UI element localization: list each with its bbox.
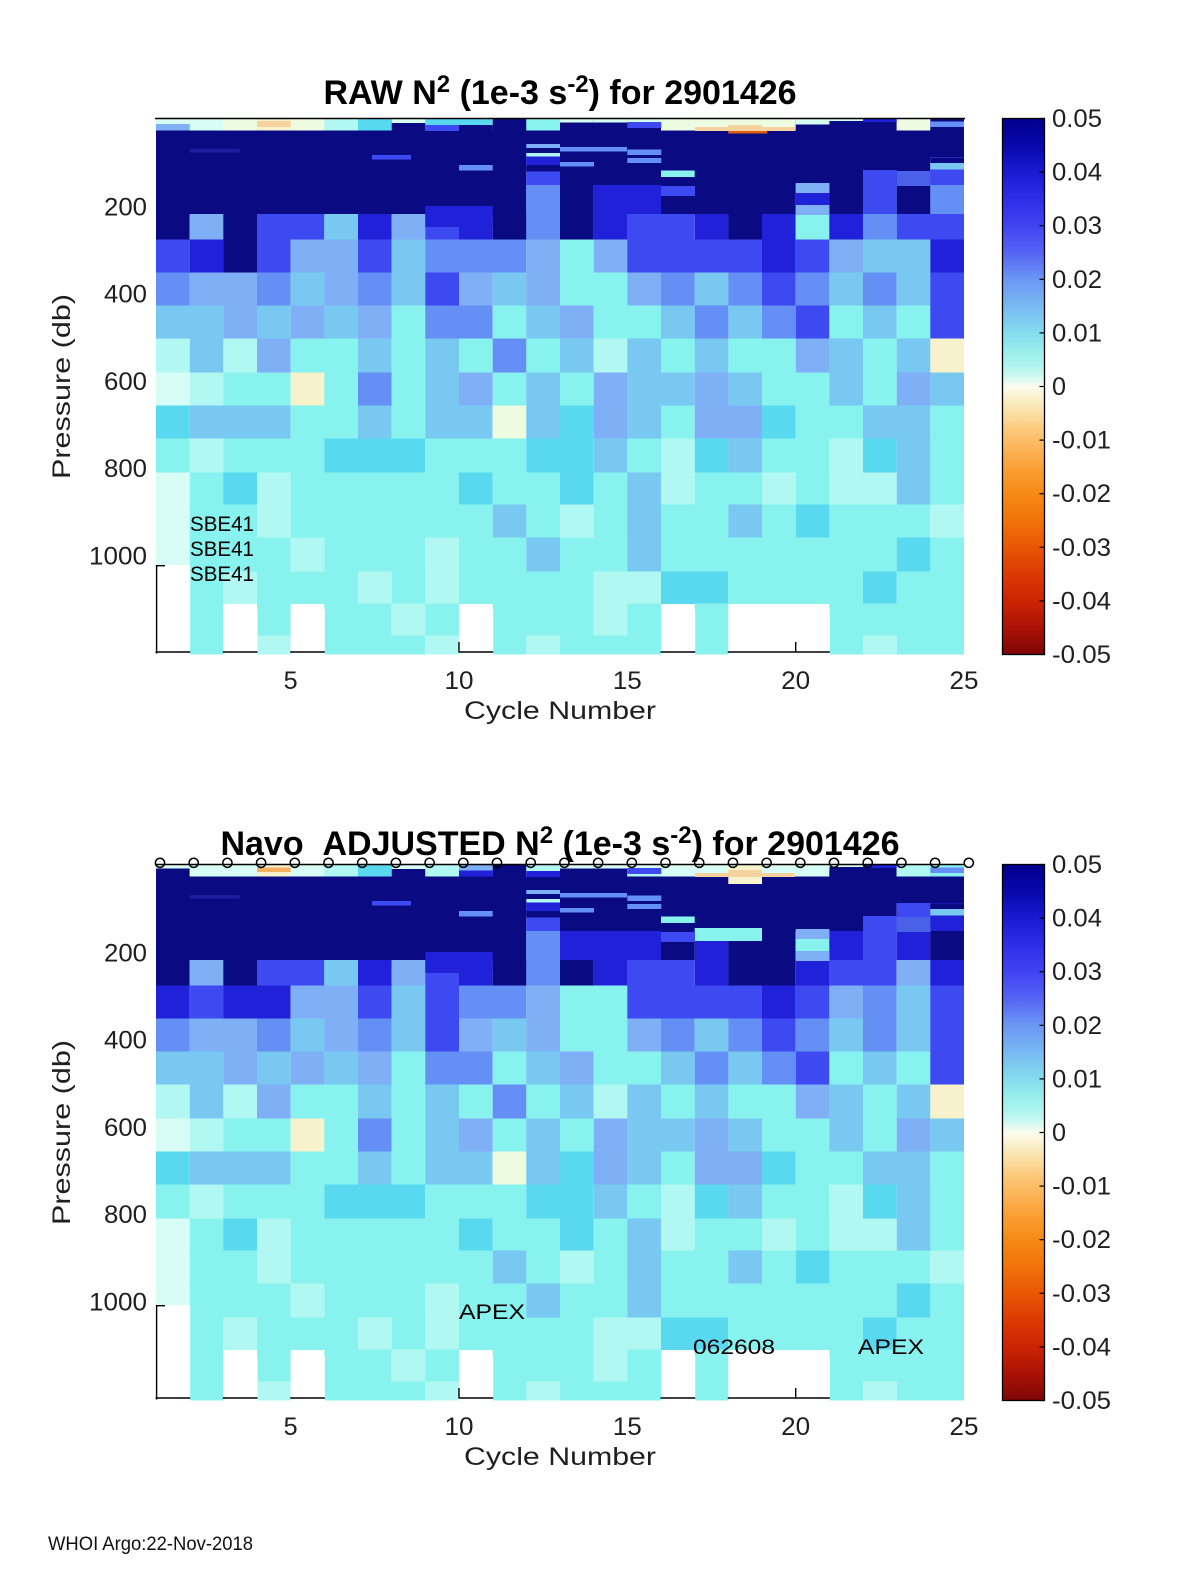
svg-text:600: 600 xyxy=(104,368,147,396)
svg-text:0.01: 0.01 xyxy=(1052,319,1102,347)
svg-text:-0.02: -0.02 xyxy=(1052,480,1111,508)
svg-text:200: 200 xyxy=(104,193,147,221)
svg-text:RAW N2 (1e-3 s-2) for 2901426: RAW N2 (1e-3 s-2) for 2901426 xyxy=(323,71,796,112)
svg-text:0.02: 0.02 xyxy=(1052,266,1102,294)
svg-text:0.04: 0.04 xyxy=(1052,159,1102,187)
svg-text:800: 800 xyxy=(104,1201,147,1229)
svg-text:0.04: 0.04 xyxy=(1052,905,1102,933)
svg-text:-0.01: -0.01 xyxy=(1052,427,1111,455)
svg-text:25: 25 xyxy=(950,667,979,695)
svg-text:Pressure (db): Pressure (db) xyxy=(48,294,76,479)
svg-text:5: 5 xyxy=(284,1413,298,1441)
svg-text:200: 200 xyxy=(104,939,147,967)
svg-text:-0.01: -0.01 xyxy=(1052,1173,1111,1201)
svg-text:-0.05: -0.05 xyxy=(1052,641,1111,669)
svg-text:20: 20 xyxy=(781,667,810,695)
svg-text:25: 25 xyxy=(950,1413,979,1441)
svg-text:20: 20 xyxy=(781,1413,810,1441)
svg-text:10: 10 xyxy=(445,1413,474,1441)
svg-text:-0.05: -0.05 xyxy=(1052,1387,1111,1415)
svg-text:400: 400 xyxy=(104,281,147,309)
svg-text:-0.03: -0.03 xyxy=(1052,1280,1111,1308)
svg-text:-0.04: -0.04 xyxy=(1052,587,1111,615)
svg-text:400: 400 xyxy=(104,1027,147,1055)
svg-text:10: 10 xyxy=(445,667,474,695)
svg-text:Cycle Number: Cycle Number xyxy=(464,697,656,725)
svg-text:0.03: 0.03 xyxy=(1052,958,1102,986)
svg-text:SBE41: SBE41 xyxy=(190,563,254,586)
svg-text:0.03: 0.03 xyxy=(1052,212,1102,240)
svg-text:SBE41: SBE41 xyxy=(190,513,254,536)
svg-text:APEX: APEX xyxy=(459,1301,525,1324)
svg-text:-0.02: -0.02 xyxy=(1052,1226,1111,1254)
svg-text:Cycle Number: Cycle Number xyxy=(464,1443,656,1471)
svg-text:SBE41: SBE41 xyxy=(190,538,254,561)
svg-text:Navo ADJUSTED N2 (1e-3 s-2) f: Navo ADJUSTED N2 (1e-3 s-2) for 2901426 xyxy=(220,822,899,863)
svg-text:WHOI Argo:22-Nov-2018: WHOI Argo:22-Nov-2018 xyxy=(48,1534,253,1555)
svg-text:5: 5 xyxy=(284,667,298,695)
svg-text:800: 800 xyxy=(104,455,147,483)
svg-text:Pressure (db): Pressure (db) xyxy=(48,1040,76,1225)
svg-text:0.05: 0.05 xyxy=(1052,105,1102,133)
svg-text:APEX: APEX xyxy=(858,1336,924,1359)
svg-text:0: 0 xyxy=(1052,1119,1066,1147)
svg-text:15: 15 xyxy=(613,667,642,695)
svg-text:600: 600 xyxy=(104,1114,147,1142)
svg-text:1000: 1000 xyxy=(89,543,147,571)
svg-text:0.05: 0.05 xyxy=(1052,851,1102,879)
svg-text:0.01: 0.01 xyxy=(1052,1065,1102,1093)
svg-text:-0.03: -0.03 xyxy=(1052,534,1111,562)
svg-text:1000: 1000 xyxy=(89,1289,147,1317)
svg-text:0.02: 0.02 xyxy=(1052,1012,1102,1040)
svg-text:0: 0 xyxy=(1052,373,1066,401)
svg-text:062608: 062608 xyxy=(693,1336,775,1359)
svg-text:15: 15 xyxy=(613,1413,642,1441)
svg-text:-0.04: -0.04 xyxy=(1052,1333,1111,1361)
